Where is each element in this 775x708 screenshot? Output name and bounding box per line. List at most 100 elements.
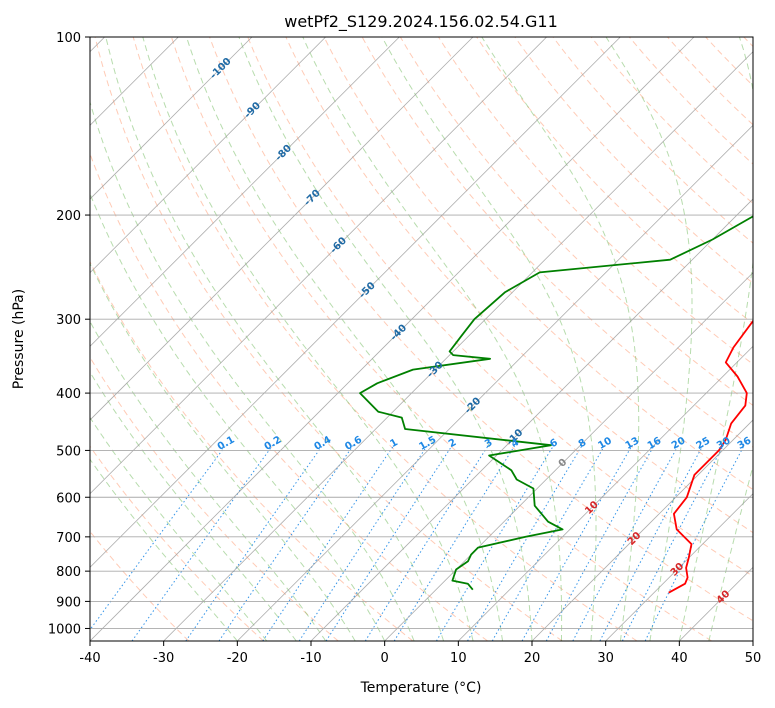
mixing-ratio-label: 10: [596, 435, 614, 452]
mixing-ratio-line: [621, 444, 724, 641]
dry-adiabat: [437, 37, 753, 365]
mixing-ratio-line: [90, 444, 227, 631]
x-tick-label: 50: [745, 651, 762, 666]
isotherm: [531, 419, 753, 641]
x-tick-label: 0: [381, 651, 389, 666]
dry-adiabat: [514, 37, 753, 284]
isotherm: [458, 345, 753, 641]
dry-adiabat: [743, 37, 753, 48]
isotherm: [237, 124, 753, 641]
dry-adiabat: [132, 37, 638, 641]
y-tick-label: 100: [56, 31, 81, 46]
moist-adiabat: [105, 37, 445, 641]
y-tick-label: 300: [56, 313, 81, 328]
isotherm-label: 0: [557, 457, 570, 470]
x-tick-label: -20: [227, 651, 248, 666]
moist-adiabat: [90, 262, 356, 641]
x-tick-label: 10: [450, 651, 467, 666]
isotherm: [90, 37, 400, 347]
mixing-ratio-line: [644, 444, 745, 641]
mixing-ratio-label: 20: [670, 435, 688, 452]
moist-adiabat: [90, 458, 238, 641]
isotherm: [310, 198, 753, 641]
isotherm: [90, 37, 474, 421]
y-tick-label: 1000: [48, 622, 81, 637]
moist-adiabat: [90, 100, 415, 641]
mixing-ratio-line: [393, 444, 516, 641]
y-axis: 100 200 300 400 500 600 700 800 900 1000: [48, 31, 90, 637]
isotherm-label: -40: [389, 323, 410, 344]
dry-adiabat: [209, 37, 753, 622]
mixing-ratio-line: [298, 444, 429, 641]
dry-adiabat: [666, 37, 753, 126]
x-tick-label: -30: [153, 651, 174, 666]
x-tick-label: 30: [597, 651, 614, 666]
mixing-ratio-line: [185, 444, 324, 641]
mixing-ratio-line: [467, 444, 583, 641]
mixing-ratio-label: 25: [695, 435, 713, 452]
isotherm: [90, 37, 253, 200]
isotherm-label: -50: [357, 280, 378, 301]
isotherm-label: -60: [328, 235, 349, 256]
moist-adiabat: [142, 37, 474, 641]
y-tick-label: 700: [56, 531, 81, 546]
dry-adiabat: [90, 356, 339, 641]
mixing-ratio-line: [572, 444, 679, 641]
mixing-ratio-label: 16: [646, 435, 664, 452]
mixing-ratio-label: 3: [483, 437, 495, 450]
moist-adiabat: [90, 192, 386, 641]
y-tick-label: 800: [56, 565, 81, 580]
moist-adiabats: [90, 37, 753, 641]
y-axis-title: Pressure (hPa): [11, 289, 27, 389]
moist-adiabat: [481, 37, 640, 641]
dry-adiabat: [361, 37, 753, 448]
dry-adiabats: [90, 37, 753, 641]
isotherm: [90, 37, 547, 495]
isotherm: [752, 640, 753, 641]
mixing-ratio-line: [325, 444, 453, 641]
y-tick-label: 900: [56, 595, 81, 610]
isotherm: [90, 37, 695, 641]
isobars: [90, 37, 753, 629]
moist-adiabat: [302, 37, 563, 641]
isotherm-label: -100: [208, 56, 234, 82]
moist-adiabat: [678, 37, 753, 641]
temperature-line: [668, 319, 753, 594]
x-tick-label: -40: [79, 651, 100, 666]
dry-adiabat: [90, 445, 264, 641]
y-tick-label: 500: [56, 444, 81, 459]
sounding-traces: [359, 215, 753, 594]
x-axis-title: Temperature (°C): [360, 680, 482, 696]
moist-adiabat: [90, 416, 268, 641]
x-axis: -40 -30 -20 -10 0 10 20 30 40 50: [79, 641, 761, 666]
mixing-ratio-line: [545, 444, 655, 641]
isotherm-label: -30: [425, 360, 446, 381]
y-tick-label: 400: [56, 387, 81, 402]
isotherm-label: -20: [463, 396, 484, 417]
isotherm-label: -90: [242, 100, 263, 121]
moist-adiabat: [708, 464, 753, 641]
mixing-ratio-lines: [90, 444, 745, 641]
moist-adiabat: [238, 37, 533, 641]
isotherms: [90, 37, 753, 641]
plot-frame: [89, 36, 754, 642]
plot-area: -100-90-80-70-60-50-40-30-20-10010203040…: [90, 37, 753, 641]
isotherm: [384, 272, 753, 641]
isotherm-label: -80: [274, 143, 295, 164]
mixing-ratio-label: 8: [577, 437, 589, 450]
isotherm: [163, 51, 753, 641]
dry-adiabat: [476, 37, 753, 325]
isotherm: [605, 493, 753, 641]
dry-adiabat: [628, 37, 753, 165]
mixing-ratio-line: [521, 444, 633, 641]
dewpoint-line: [359, 215, 753, 591]
chart-title: wetPf2_S129.2024.156.02.54.G11: [284, 12, 558, 32]
mixing-ratio-line: [364, 444, 489, 641]
y-tick-label: 200: [56, 209, 81, 224]
x-tick-label: 40: [671, 651, 688, 666]
dry-adiabat: [90, 260, 414, 641]
x-tick-label: 20: [524, 651, 541, 666]
mixing-ratio-line: [599, 444, 704, 641]
dry-adiabat: [399, 37, 753, 407]
moist-adiabat: [381, 37, 597, 641]
